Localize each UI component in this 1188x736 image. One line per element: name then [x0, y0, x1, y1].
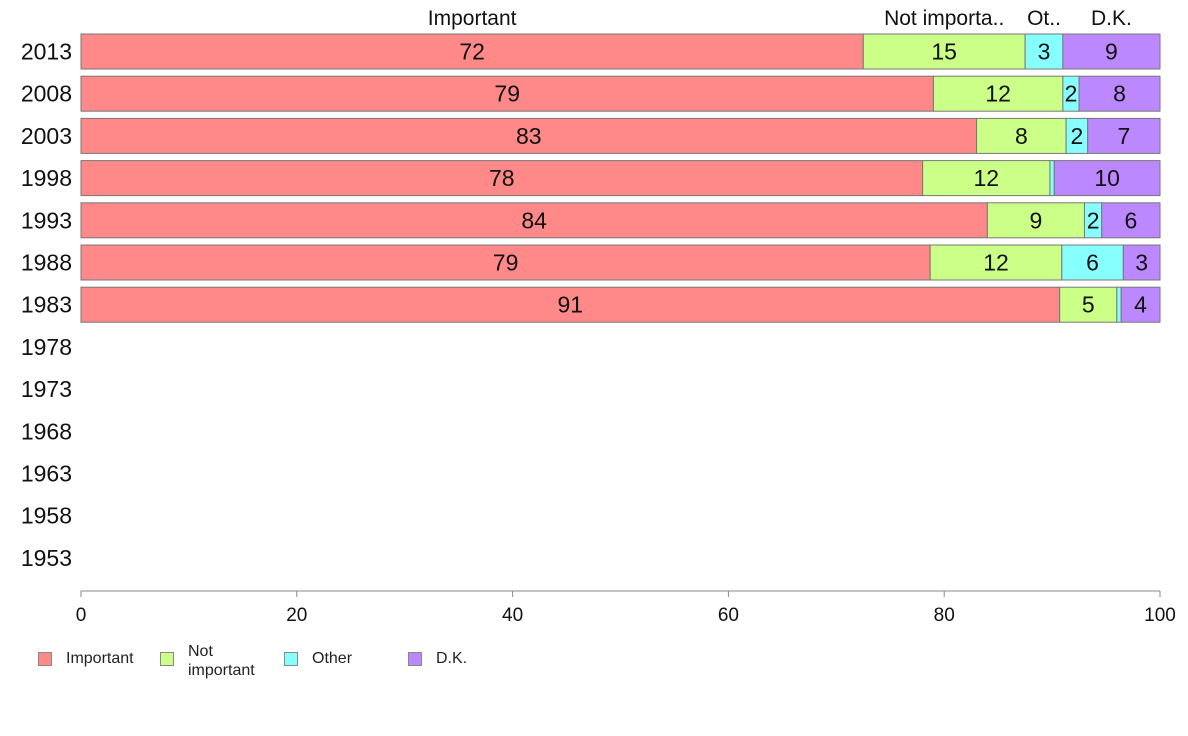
category-label-1973: 1973 — [21, 376, 72, 402]
data-label-2003-0: 83 — [516, 123, 542, 149]
data-label-1993-1: 9 — [1030, 207, 1043, 233]
series-top-label-1: Not importa.. — [884, 7, 1004, 30]
data-label-2008-3: 8 — [1113, 81, 1126, 107]
bar-2013-2 — [1024, 33, 1064, 70]
bar-2003-3 — [1087, 117, 1161, 154]
bar-1998-3 — [1053, 160, 1161, 197]
data-label-2013-0: 72 — [459, 39, 485, 65]
x-tick-label-100: 100 — [1144, 605, 1176, 626]
data-label-1993-0: 84 — [521, 207, 547, 233]
bar-1983-0 — [80, 286, 1061, 323]
bar-2008-3 — [1078, 75, 1161, 112]
data-label-2003-3: 7 — [1117, 123, 1130, 149]
category-label-1958: 1958 — [21, 503, 72, 529]
category-label-2013: 2013 — [21, 39, 72, 65]
legend-item-dk: D.K. — [408, 642, 467, 668]
bar-1988-1 — [929, 244, 1063, 281]
x-tick-label-20: 20 — [286, 605, 307, 626]
data-label-2008-1: 12 — [985, 81, 1011, 107]
series-top-label-2: Ot.. — [1027, 7, 1061, 30]
bar-1988-3 — [1122, 244, 1161, 281]
data-label-2013-1: 15 — [931, 39, 957, 65]
category-label-1988: 1988 — [21, 250, 72, 276]
bar-1993-3 — [1101, 202, 1161, 239]
series-top-label-3: D.K. — [1091, 7, 1132, 30]
data-label-2003-1: 8 — [1015, 123, 1028, 149]
data-label-2003-2: 2 — [1071, 123, 1084, 149]
x-tick-label-60: 60 — [718, 605, 739, 626]
bar-1983-3 — [1120, 286, 1161, 323]
data-label-2008-2: 2 — [1065, 81, 1078, 107]
category-label-1993: 1993 — [21, 207, 72, 233]
bar-2008-1 — [932, 75, 1064, 112]
bar-2013-3 — [1062, 33, 1161, 70]
data-label-1983-0: 91 — [558, 292, 584, 318]
category-label-1968: 1968 — [21, 418, 72, 444]
legend-label-dk: D.K. — [436, 650, 468, 667]
data-label-2013-3: 9 — [1105, 39, 1118, 65]
bar-2003-1 — [976, 117, 1067, 154]
x-tick-label-80: 80 — [934, 605, 955, 626]
data-label-1988-2: 6 — [1086, 250, 1099, 276]
legend-item-other: Other — [284, 642, 352, 668]
category-label-2008: 2008 — [21, 81, 72, 107]
data-label-1998-0: 78 — [489, 165, 515, 191]
legend-swatch-not-important — [160, 652, 174, 666]
bar-1988-2 — [1061, 244, 1124, 281]
bar-2008-0 — [80, 75, 934, 112]
bar-1983-1 — [1059, 286, 1118, 323]
category-label-1998: 1998 — [21, 165, 72, 191]
category-label-1953: 1953 — [21, 545, 72, 571]
legend-swatch-other — [284, 652, 298, 666]
bar-2003-0 — [80, 117, 978, 154]
bar-1998-1 — [922, 160, 1051, 197]
bar-1988-0 — [80, 244, 931, 281]
data-label-1988-1: 12 — [983, 250, 1009, 276]
series-top-label-0: Important — [428, 7, 517, 30]
category-label-2003: 2003 — [21, 123, 72, 149]
legend-item-important: Important — [38, 642, 134, 668]
category-label-1963: 1963 — [21, 461, 72, 487]
x-tick-label-0: 0 — [76, 605, 87, 626]
legend-label-other: Other — [312, 650, 353, 667]
data-label-2013-2: 3 — [1038, 39, 1051, 65]
data-label-2008-0: 79 — [494, 81, 520, 107]
legend-swatch-important — [38, 652, 52, 666]
legend-label-not-important: Not important — [188, 643, 255, 679]
bar-1998-2 — [1049, 160, 1055, 197]
data-label-1988-0: 79 — [493, 250, 519, 276]
data-label-1983-3: 4 — [1134, 292, 1147, 318]
data-label-1998-3: 10 — [1094, 165, 1120, 191]
category-label-1978: 1978 — [21, 334, 72, 360]
bar-2013-0 — [80, 33, 864, 70]
data-label-1993-2: 2 — [1087, 207, 1100, 233]
bar-1998-0 — [80, 160, 924, 197]
data-label-1993-3: 6 — [1124, 207, 1137, 233]
legend-item-not-important: Not important — [160, 642, 255, 680]
bar-2013-1 — [862, 33, 1026, 70]
data-label-1983-1: 5 — [1082, 292, 1095, 318]
bar-1983-2 — [1116, 286, 1122, 323]
data-label-1998-1: 12 — [973, 165, 999, 191]
data-label-1988-3: 3 — [1135, 250, 1148, 276]
category-label-1983: 1983 — [21, 292, 72, 318]
bar-1993-0 — [80, 202, 988, 239]
legend-swatch-dk — [408, 652, 422, 666]
x-tick-label-40: 40 — [502, 605, 523, 626]
legend-label-important: Important — [66, 650, 134, 667]
